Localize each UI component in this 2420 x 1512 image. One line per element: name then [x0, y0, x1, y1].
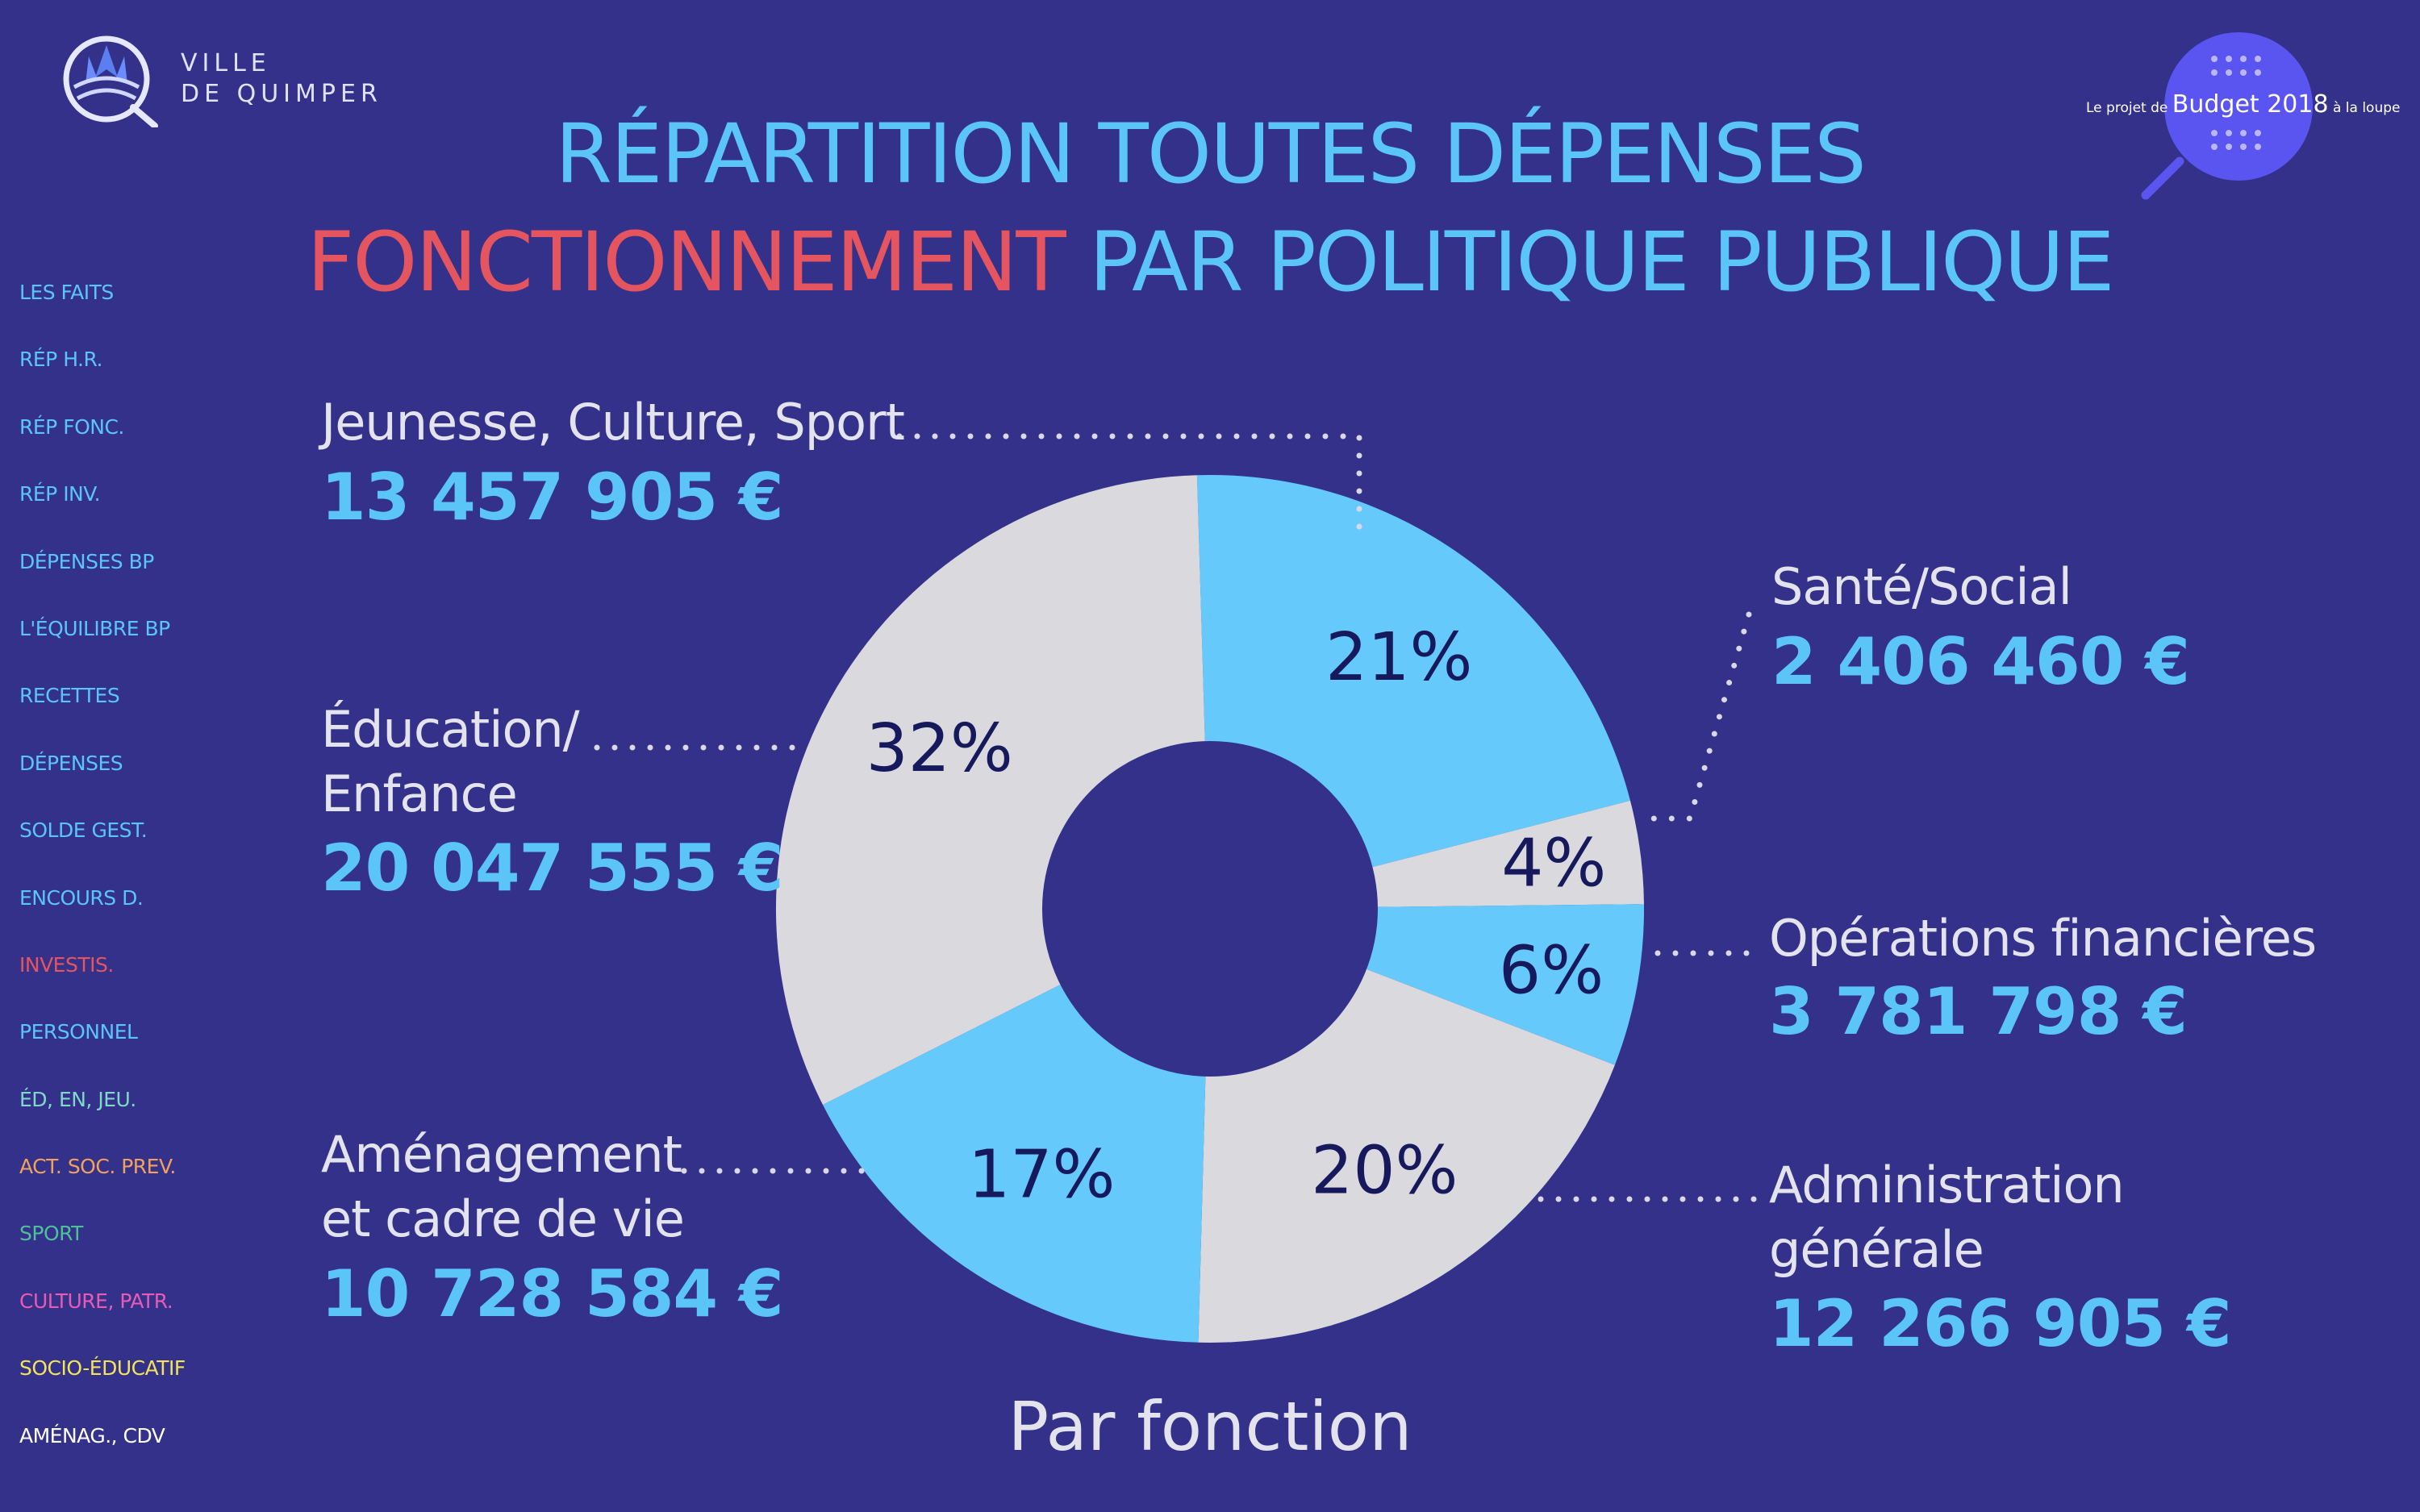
sidebar-item-rep-hr[interactable]: RÉP H.R. [19, 348, 102, 372]
pie-slice-percent-label: 6% [1499, 933, 1604, 1010]
donut-hole [1042, 741, 1378, 1077]
sidebar-item-socio-educatif[interactable]: SOCIO-ÉDUCATIF [19, 1356, 186, 1381]
title-rest: PAR POLITIQUE PUBLIQUE [1089, 215, 2114, 310]
sidebar-item-act-soc-prev[interactable]: ACT. SOC. PREV. [19, 1155, 176, 1179]
label-amenagement-name-2: et cadre de vie [321, 1189, 685, 1248]
pie-slice-percent-label: 20% [1311, 1133, 1458, 1210]
sidebar-item-encours-d[interactable]: ENCOURS D. [19, 885, 144, 910]
label-education-name-1: Éducation/ [321, 700, 580, 759]
sidebar-item-les-faits[interactable]: LES FAITS [19, 281, 114, 304]
label-jeunesse-name: Jeunesse, Culture, Sport [321, 393, 905, 452]
sidebar-item-ed-en-jeu[interactable]: ÉD, EN, JEU. [19, 1087, 136, 1111]
sidebar-item-personnel[interactable]: PERSONNEL [19, 1020, 138, 1044]
label-sante-name: Santé/Social [1771, 557, 2072, 616]
pie-slice-percent-label: 21% [1325, 619, 1472, 696]
label-administration-name-1: Administration [1769, 1156, 2125, 1214]
sidebar-item-culture-patr[interactable]: CULTURE, PATR. [19, 1289, 173, 1313]
label-administration-name-2: générale [1769, 1220, 1984, 1279]
pie-slice-percent-label: 17% [968, 1137, 1115, 1214]
budget-main: Budget 2018 [2172, 90, 2329, 119]
ville-de-quimper-logo-icon [63, 35, 158, 127]
label-jeunesse-amount: 13 457 905 € [321, 460, 784, 535]
label-education-amount: 20 047 555 € [321, 831, 784, 906]
pie-slice-percent-label: 32% [866, 710, 1013, 787]
sidebar-item-sport[interactable]: SPORT [19, 1222, 83, 1246]
budget-suffix: à la loupe [2332, 100, 2401, 116]
sidebar-item-investis[interactable]: INVESTIS. [19, 952, 114, 977]
label-sante-amount: 2 406 460 € [1771, 624, 2190, 699]
page-title-line-1: RÉPARTITION TOUTES DÉPENSES [555, 106, 1867, 202]
label-amenagement-amount: 10 728 584 € [321, 1256, 784, 1331]
sidebar-item-rep-fonc[interactable]: RÉP FONC. [19, 414, 124, 439]
label-operations-amount: 3 781 798 € [1769, 974, 2188, 1049]
sidebar-item-amenag-cdv[interactable]: AMÉNAG., CDV [19, 1423, 165, 1447]
sidebar-item-solde-gest[interactable]: SOLDE GEST. [19, 818, 148, 843]
sidebar-item-equilibre-bp[interactable]: L'ÉQUILIBRE BP [19, 616, 170, 640]
label-amenagement-name-1: Aménagement [321, 1125, 682, 1184]
leader-line-sante [1634, 611, 1752, 822]
budget-prefix: Le projet de [2086, 100, 2168, 116]
budget-tagline: Le projet de Budget 2018 à la loupe [2086, 90, 2400, 119]
page-title-line-2: FONCTIONNEMENT PAR POLITIQUE PUBLIQUE [0, 215, 2420, 310]
sidebar-item-depenses[interactable]: DÉPENSES [19, 751, 123, 775]
pie-slice-percent-label: 4% [1501, 826, 1606, 902]
logo[interactable]: VILLE DE QUIMPER [56, 31, 382, 127]
sidebar-nav: LES FAITS RÉP H.R. RÉP FONC. RÉP INV. DÉ… [19, 281, 186, 1491]
logo-line-2: DE QUIMPER [181, 80, 382, 108]
chart-subtitle: Par fonction [1008, 1387, 1412, 1466]
label-administration-amount: 12 266 905 € [1769, 1286, 2232, 1361]
label-operations-name: Opérations financières [1769, 909, 2317, 968]
logo-line-1: VILLE [181, 49, 271, 77]
title-accent: FONCTIONNEMENT [307, 215, 1066, 310]
sidebar-item-rep-inv[interactable]: RÉP INV. [19, 482, 101, 506]
sidebar-item-depenses-bp[interactable]: DÉPENSES BP [19, 549, 154, 573]
leader-line-jeunesse [896, 433, 1362, 535]
sidebar-item-recettes[interactable]: RECETTES [19, 684, 120, 708]
magnifier-icon [2141, 32, 2313, 200]
label-education-name-2: Enfance [321, 764, 518, 823]
